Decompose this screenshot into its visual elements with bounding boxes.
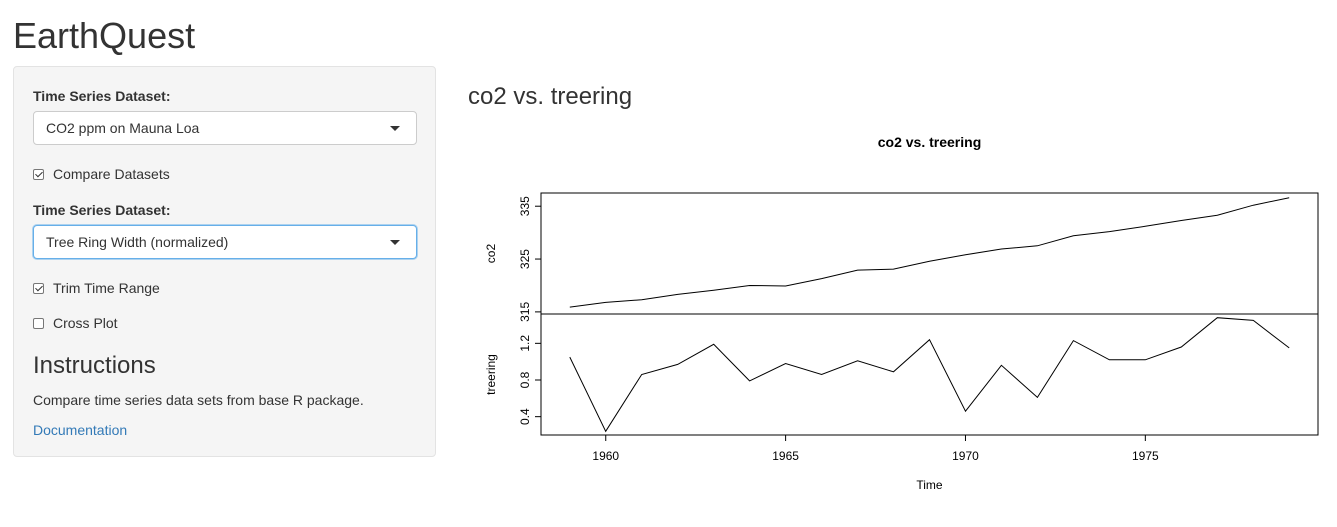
y-axis-label: treering <box>484 354 498 395</box>
series-line-treering <box>569 317 1290 433</box>
cross-plot-checkbox[interactable]: Cross Plot <box>33 314 118 332</box>
panel-frame-treering <box>540 313 1319 436</box>
y-tick-label: 315 <box>518 302 532 322</box>
dataset1-label: Time Series Dataset: <box>33 88 171 104</box>
x-tick-label: 1965 <box>772 449 799 463</box>
chevron-down-icon <box>390 240 400 245</box>
checkbox-unchecked-icon[interactable] <box>33 317 44 329</box>
trim-time-range-checkbox[interactable]: Trim Time Range <box>33 279 160 297</box>
chevron-down-icon <box>390 126 400 131</box>
y-tick-label: 335 <box>518 196 532 216</box>
trim-time-range-label: Trim Time Range <box>53 280 160 296</box>
x-tick-label: 1970 <box>952 449 979 463</box>
dataset2-select[interactable]: Tree Ring Width (normalized) <box>33 225 417 259</box>
dataset1-select[interactable]: CO2 ppm on Mauna Loa <box>33 111 417 145</box>
x-axis-label: Time <box>916 478 943 492</box>
dataset2-value: Tree Ring Width (normalized) <box>46 234 229 250</box>
cross-plot-label: Cross Plot <box>53 315 118 331</box>
app-title: EarthQuest <box>13 15 196 56</box>
instructions-heading: Instructions <box>33 352 156 379</box>
compare-datasets-checkbox[interactable]: Compare Datasets <box>33 165 170 183</box>
checkbox-checked-icon[interactable] <box>33 282 44 294</box>
y-tick-label: 1.2 <box>518 335 532 352</box>
time-series-plot: co2 vs. treering 315 325 335 co2 0.4 0.8 1.2 tre… <box>484 134 1319 492</box>
x-tick-label: 1975 <box>1132 449 1159 463</box>
documentation-link[interactable]: Documentation <box>33 422 128 438</box>
compare-datasets-label: Compare Datasets <box>53 166 170 182</box>
panel-frame-co2 <box>540 192 1319 315</box>
x-tick-label: 1960 <box>592 449 619 463</box>
checkbox-checked-icon[interactable] <box>33 168 44 180</box>
dataset2-label: Time Series Dataset: <box>33 202 171 218</box>
y-axis-label: co2 <box>484 244 498 264</box>
series-line-co2 <box>569 197 1290 308</box>
instructions-text: Compare time series data sets from base … <box>33 392 364 408</box>
y-tick-label: 0.8 <box>518 371 532 388</box>
sidebar-panel: Time Series Dataset: CO2 ppm on Mauna Lo… <box>13 66 436 457</box>
y-tick-label: 325 <box>518 249 532 269</box>
y-tick-label: 0.4 <box>518 408 532 425</box>
dataset1-value: CO2 ppm on Mauna Loa <box>46 120 200 136</box>
main-title: co2 vs. treering <box>468 83 633 110</box>
chart-title: co2 vs. treering <box>878 134 982 150</box>
